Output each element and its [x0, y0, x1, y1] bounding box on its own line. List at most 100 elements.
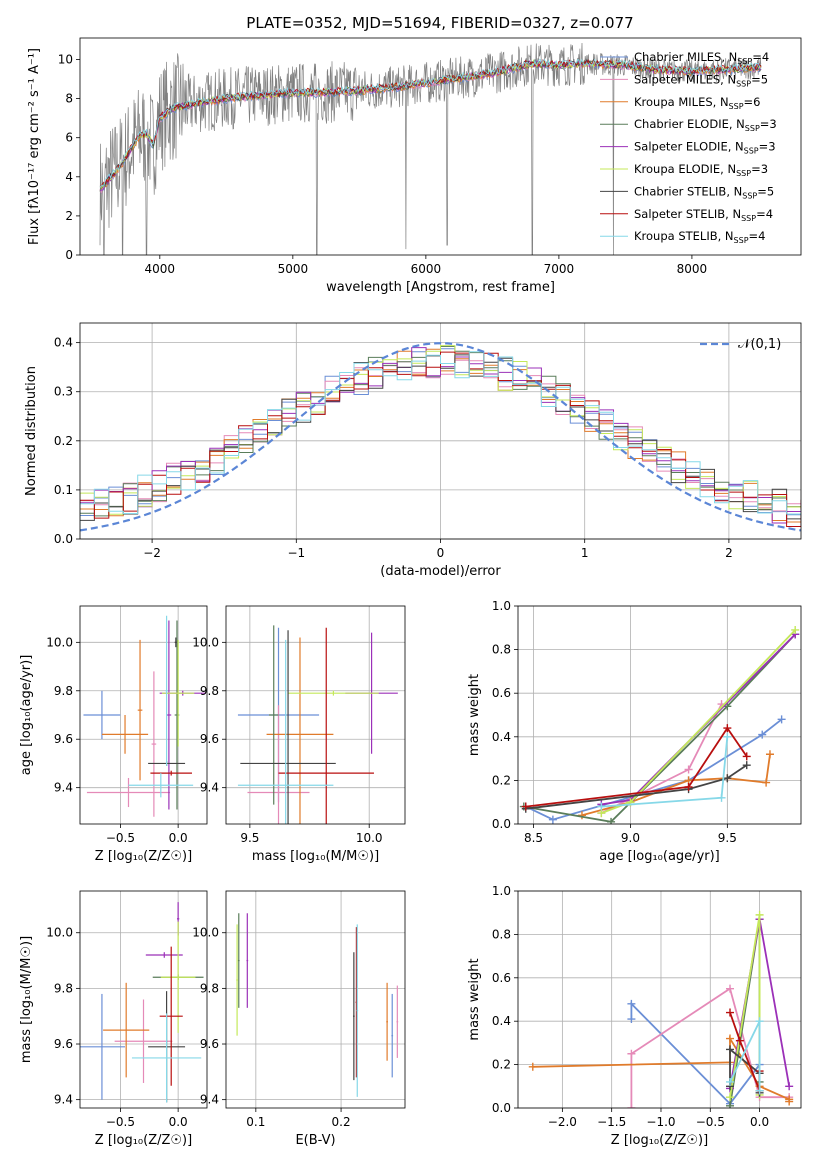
- y-tick-label: 0.3: [54, 385, 73, 399]
- legend-subscript: SSP: [729, 102, 744, 111]
- y-tick-label: 10.0: [192, 635, 219, 649]
- weight-marker: [726, 1008, 735, 1017]
- x-axis-label: E(B-V): [295, 1133, 335, 1148]
- y-tick-label: 0.1: [54, 483, 73, 497]
- errorbar-9: [237, 639, 334, 824]
- x-tick-label: 4000: [145, 262, 176, 276]
- legend-subscript: SSP: [736, 79, 751, 88]
- errorbar-2: [396, 985, 399, 1058]
- x-tick-label: 10.0: [356, 831, 383, 845]
- legend-count: =3: [759, 140, 776, 154]
- errorbar-6: [288, 690, 379, 696]
- axes-residuals: −2 −1 0 1 2 0.0 0.1 0.2 0.3 0.4 (data-model)/error…: [24, 322, 802, 579]
- legend-subscript: SSP: [745, 124, 760, 133]
- axes-mass_vs_Z: −0.5 0.0 9.4 9.6 9.8 10.0 Z [log₁₀(Z/Z☉)] mass …: [19, 890, 208, 1148]
- y-tick-label: 8: [65, 92, 73, 106]
- spectrum-legend: Chabrier MILES, NSSP=4 Salpeter MILES, NS…: [600, 50, 777, 245]
- errorbar-1: [391, 993, 394, 1078]
- axes-age_vs_mass: 9.5 10.0 9.4 9.6 9.8 10.0 mass [log₁₀(M/M☉)]: [192, 605, 406, 864]
- legend-count: =3: [751, 162, 768, 176]
- weight-marker: [627, 999, 636, 1008]
- weight-marker: [755, 1086, 764, 1095]
- x-tick-label: 0.0: [169, 1115, 188, 1129]
- y-tick-label: 0.4: [492, 730, 511, 744]
- errorbar-3: [137, 639, 143, 781]
- x-tick-label: 8.5: [524, 831, 543, 845]
- axes-frame: [517, 890, 802, 1109]
- x-tick-label: 0.0: [750, 1115, 769, 1129]
- y-axis-label: Normed distribution: [24, 366, 39, 496]
- x-axis-label: wavelength [Angstrom, rest frame]: [326, 280, 555, 295]
- weight-marker: [726, 1034, 735, 1043]
- legend-subscript: SSP: [737, 57, 752, 66]
- errorbar-3: [386, 982, 388, 1061]
- axes-age_vs_Z: −0.5 0.0 9.4 9.6 9.8 10.0 Z [log₁₀(Z/Z☉)] age […: [19, 605, 208, 864]
- x-tick-label: 6000: [411, 262, 442, 276]
- weight-marker: [777, 715, 786, 724]
- y-axis-label: Flux [fλ10⁻¹⁷ erg cm⁻² s⁻¹ A⁻¹]: [27, 48, 42, 245]
- errorbar-1: [83, 690, 121, 740]
- legend-subscript: SSP: [736, 169, 751, 178]
- x-tick-label: 5000: [278, 262, 309, 276]
- y-tick-label: 0: [65, 248, 73, 262]
- x-axis-label: Z [log₁₀(Z/Z☉)]: [95, 1133, 192, 1148]
- x-tick-label: −1.0: [646, 1115, 675, 1129]
- x-tick-label: −1: [287, 546, 305, 560]
- axes-frame: [517, 605, 802, 825]
- weight-line-9: [601, 736, 729, 808]
- y-tick-label: 9.8: [54, 684, 73, 698]
- y-tick-label: 10.0: [46, 635, 73, 649]
- y-tick-label: 0.8: [492, 927, 511, 941]
- x-tick-label: −2.0: [548, 1115, 577, 1129]
- weight-marker: [726, 1101, 735, 1108]
- legend-entry: Chabrier MILES, NSSP=4: [634, 50, 769, 66]
- x-tick-label: 9.5: [718, 831, 737, 845]
- weight-line-4: [523, 633, 796, 823]
- weight-marker: [607, 817, 616, 824]
- errorbar-2: [151, 671, 157, 817]
- y-tick-label: 1.0: [492, 599, 511, 613]
- y-tick-label: 6: [65, 131, 73, 145]
- y-tick-label: 10: [58, 53, 73, 67]
- weight-marker: [577, 811, 586, 820]
- x-tick-label: 0.2: [332, 1115, 351, 1129]
- weight-line-8: [525, 726, 748, 808]
- y-tick-label: 0.2: [492, 1058, 511, 1072]
- errorbar-8: [150, 770, 192, 776]
- axes-frame: [79, 322, 802, 540]
- axes-frame: [79, 37, 802, 256]
- x-tick-label: 2: [725, 546, 733, 560]
- errorbar-9: [131, 1013, 202, 1103]
- errorbar-2: [114, 999, 173, 1083]
- errorbar-5: [246, 913, 249, 1008]
- x-tick-label: −1.5: [597, 1115, 626, 1129]
- x-axis-label: (data-model)/error: [380, 564, 501, 579]
- legend-subscript: SSP: [744, 147, 759, 156]
- errorbar-4: [237, 913, 240, 1008]
- y-tick-label: 4: [65, 170, 73, 184]
- legend-count: =6: [744, 95, 761, 109]
- weight-marker: [785, 1082, 794, 1091]
- weight-marker: [726, 1093, 735, 1102]
- x-tick-label: 9.5: [240, 831, 259, 845]
- y-tick-label: 9.8: [200, 684, 219, 698]
- y-tick-label: 2: [65, 209, 73, 223]
- weight-marker: [717, 793, 726, 802]
- weight-marker: [785, 1097, 794, 1106]
- y-tick-label: 0.4: [492, 1014, 511, 1028]
- y-tick-label: 0.0: [54, 532, 73, 546]
- weight-marker: [627, 1015, 636, 1024]
- y-axis-label: mass weight: [467, 674, 482, 756]
- x-tick-label: −0.5: [696, 1115, 725, 1129]
- weight-marker: [726, 1045, 735, 1054]
- plot-area: [236, 913, 399, 1097]
- y-tick-label: 0.0: [492, 817, 511, 831]
- weight-marker: [723, 774, 732, 783]
- y-tick-label: 9.6: [200, 1037, 219, 1051]
- y-tick-label: 10.0: [192, 926, 219, 940]
- legend-count: =3: [760, 117, 777, 131]
- weight-marker: [791, 625, 800, 634]
- y-tick-label: 0.6: [492, 686, 511, 700]
- weight-marker: [765, 750, 774, 759]
